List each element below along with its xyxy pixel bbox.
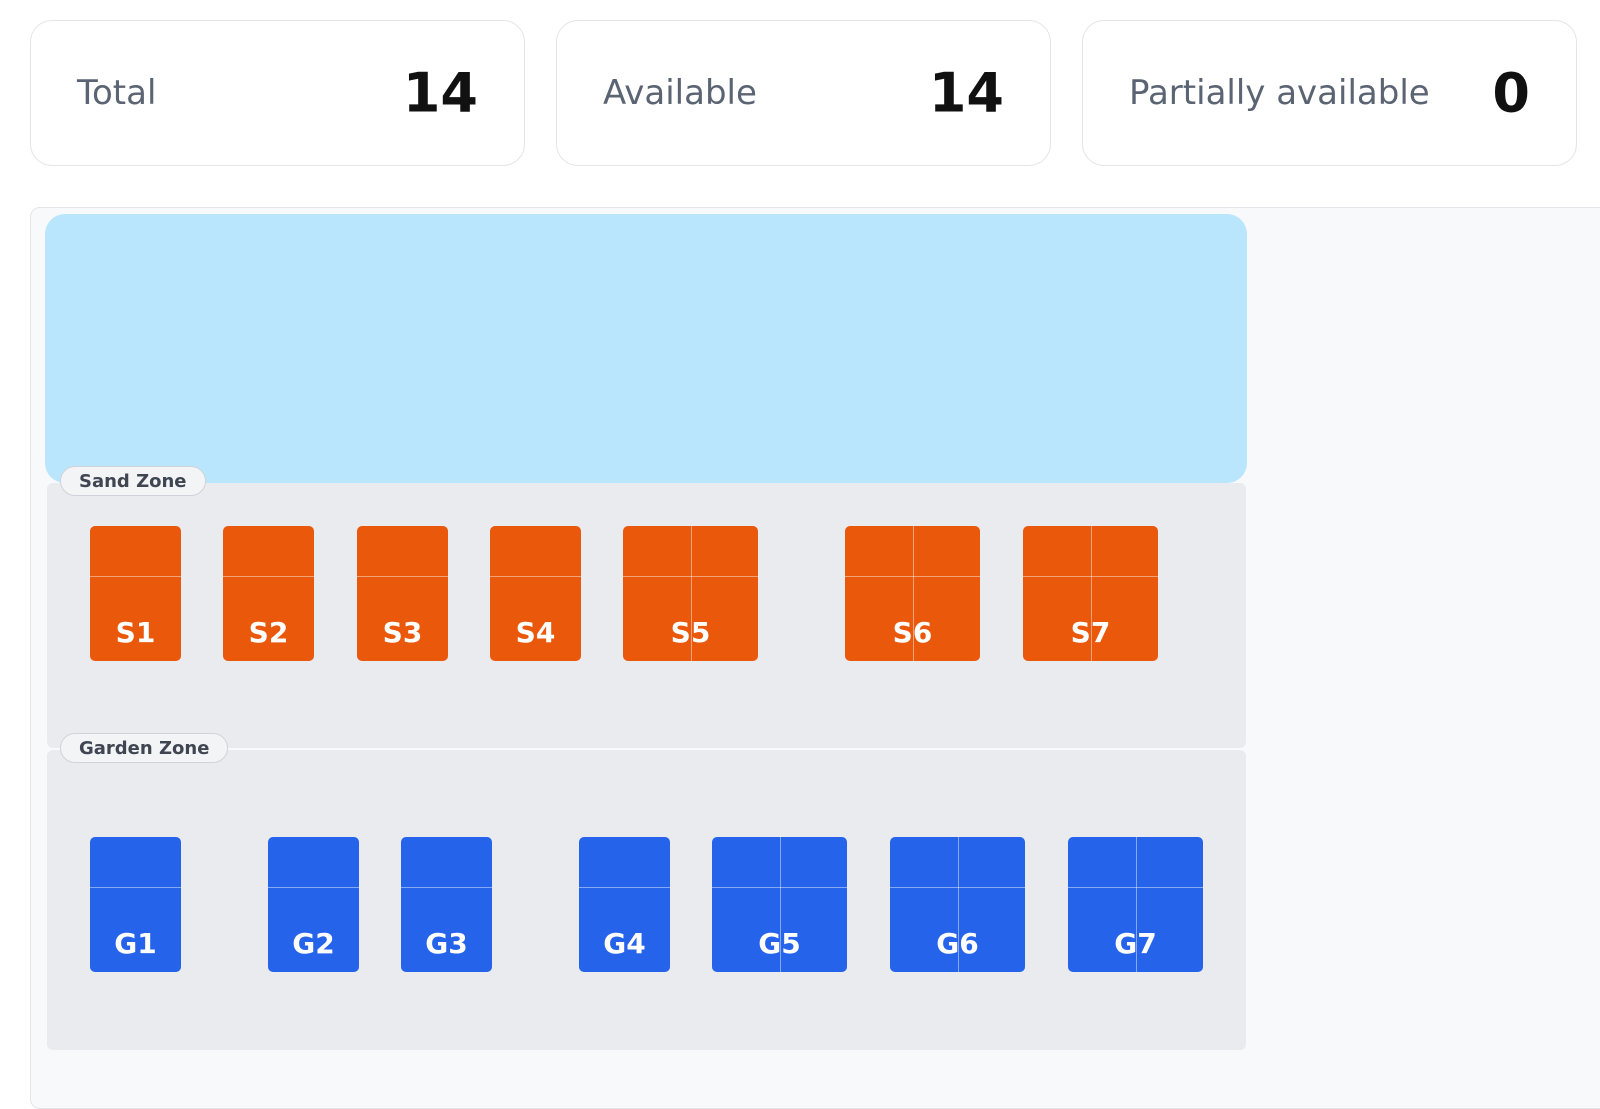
spot-divider xyxy=(401,887,492,888)
spot-divider xyxy=(1068,887,1203,888)
spot-divider xyxy=(90,887,181,888)
stat-value: 14 xyxy=(402,61,478,125)
spot-label: S2 xyxy=(248,616,289,649)
spot-label: S6 xyxy=(892,616,933,649)
spot-divider xyxy=(890,887,1025,888)
spot[interactable]: S5 xyxy=(623,526,758,661)
water-area xyxy=(45,214,1247,483)
spot-label: G2 xyxy=(292,927,335,960)
spot-divider xyxy=(690,526,692,661)
spot[interactable]: G5 xyxy=(712,837,847,972)
spot[interactable]: S7 xyxy=(1023,526,1158,661)
spot-divider xyxy=(268,887,359,888)
stat-card: Total 14 xyxy=(30,20,525,166)
spot-divider xyxy=(1090,526,1092,661)
spot-label: G3 xyxy=(425,927,468,960)
spot-label: S7 xyxy=(1070,616,1111,649)
spot[interactable]: S1 xyxy=(90,526,181,661)
spot-label: S1 xyxy=(115,616,156,649)
spot-divider xyxy=(90,576,181,577)
spot[interactable]: G4 xyxy=(579,837,670,972)
spot-divider xyxy=(490,576,581,577)
spot[interactable]: S2 xyxy=(223,526,314,661)
spot-divider xyxy=(845,576,980,577)
spot-label: G5 xyxy=(758,927,801,960)
spot[interactable]: S3 xyxy=(357,526,448,661)
spot-divider xyxy=(357,576,448,577)
stat-label: Partially available xyxy=(1129,73,1430,113)
spot-divider xyxy=(623,576,758,577)
spot-divider xyxy=(579,887,670,888)
spot-divider xyxy=(957,837,959,972)
spot[interactable]: G6 xyxy=(890,837,1025,972)
spot-divider xyxy=(223,576,314,577)
spot-label: G6 xyxy=(936,927,979,960)
stat-label: Available xyxy=(603,73,757,113)
spot-label: S5 xyxy=(670,616,711,649)
spot[interactable]: G1 xyxy=(90,837,181,972)
spot[interactable]: G2 xyxy=(268,837,359,972)
spot-divider xyxy=(912,526,914,661)
stat-card: Partially available 0 xyxy=(1082,20,1577,166)
spot-divider xyxy=(712,887,847,888)
spot-label: S3 xyxy=(382,616,423,649)
spot[interactable]: G7 xyxy=(1068,837,1203,972)
stat-card: Available 14 xyxy=(556,20,1051,166)
page: (() => { const data = JSON.parse(documen… xyxy=(30,20,1600,1109)
spot[interactable]: S4 xyxy=(490,526,581,661)
spot-label: S4 xyxy=(515,616,556,649)
spot[interactable]: S6 xyxy=(845,526,980,661)
spot[interactable]: G3 xyxy=(401,837,492,972)
spot-label: G7 xyxy=(1114,927,1157,960)
spot-divider xyxy=(779,837,781,972)
spot-label: G1 xyxy=(114,927,157,960)
spot-divider xyxy=(1023,576,1158,577)
zone-label: Garden Zone xyxy=(60,733,229,763)
stat-label: Total xyxy=(77,73,157,113)
spot-divider xyxy=(1135,837,1137,972)
spot-label: G4 xyxy=(603,927,646,960)
stat-value: 0 xyxy=(1492,61,1530,125)
zone-label: Sand Zone xyxy=(60,466,206,496)
stat-value: 14 xyxy=(928,61,1004,125)
